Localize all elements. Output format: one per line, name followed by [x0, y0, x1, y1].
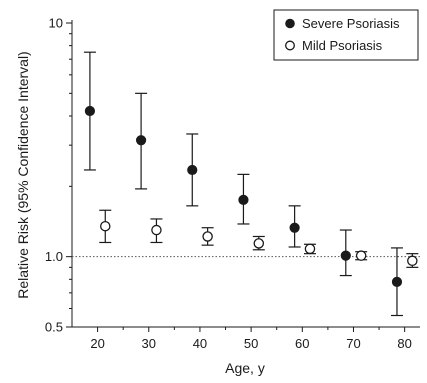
point-mild — [304, 243, 316, 255]
data-markers — [84, 105, 418, 287]
point-mild — [355, 250, 367, 261]
x-tick-label: 30 — [142, 336, 156, 351]
x-tick-label: 20 — [90, 336, 104, 351]
point-mild — [407, 255, 418, 267]
point-severe — [340, 250, 351, 261]
point-mild — [253, 238, 265, 249]
point-severe — [391, 276, 403, 287]
point-severe — [135, 135, 147, 146]
error-bars — [83, 51, 419, 317]
point-mild — [100, 220, 111, 232]
x-tick-label: 60 — [295, 336, 309, 351]
plot-area — [71, 20, 420, 328]
y-tick-label: 0.5 — [45, 320, 63, 335]
point-severe — [289, 222, 300, 233]
x-tick-label: 40 — [193, 336, 207, 351]
y-axis: 0.5 1.0 10 — [45, 16, 72, 335]
y-tick-label: 10 — [49, 16, 63, 31]
y-tick-label: 1.0 — [45, 249, 63, 264]
legend-label-mild: Mild Psoriasis — [302, 38, 383, 53]
point-mild — [151, 224, 162, 236]
legend-label-severe: Severe Psoriasis — [302, 16, 400, 31]
legend-marker-severe — [285, 18, 295, 29]
legend-box — [273, 9, 419, 61]
point-mild — [202, 231, 213, 242]
point-severe — [238, 194, 249, 205]
y-axis-label: Relative Risk (95% Confidence Interval) — [15, 51, 31, 298]
legend: Severe Psoriasis Mild Psoriasis — [273, 9, 419, 61]
x-tick-label: 80 — [397, 336, 411, 351]
x-tick-label: 70 — [346, 336, 360, 351]
point-severe — [187, 164, 198, 176]
x-tick-label: 50 — [244, 336, 258, 351]
point-severe — [84, 105, 96, 117]
x-axis: 20 30 40 50 60 70 80 — [90, 327, 412, 351]
x-axis-label: Age, y — [225, 360, 265, 376]
legend-marker-mild — [285, 40, 295, 51]
